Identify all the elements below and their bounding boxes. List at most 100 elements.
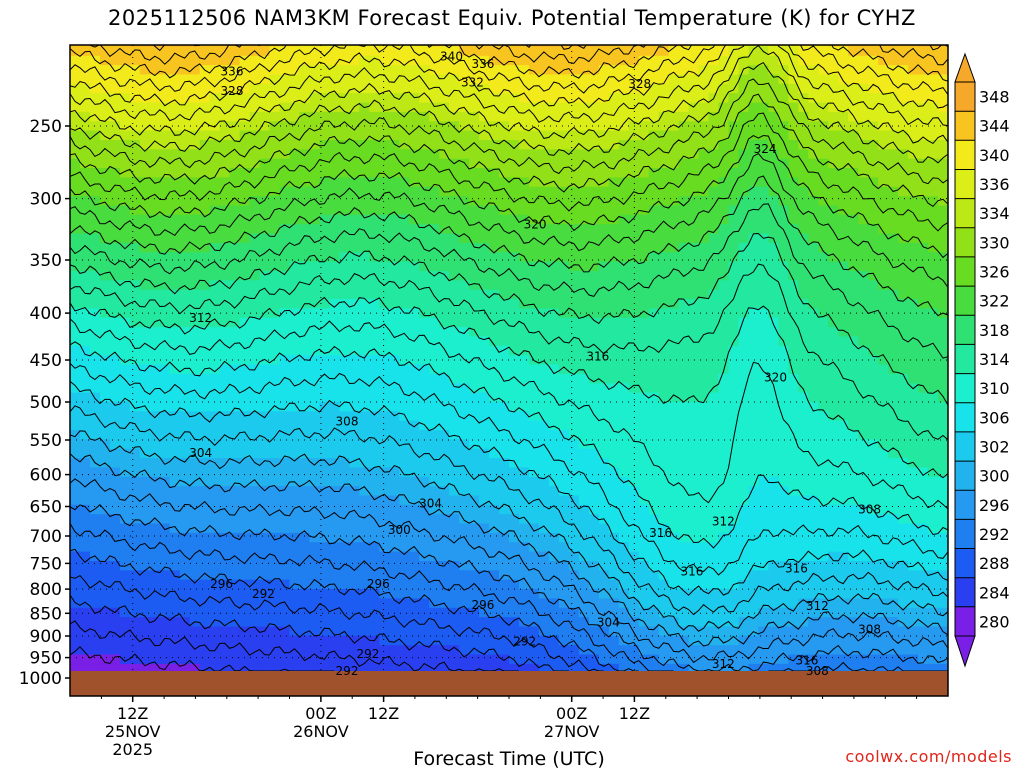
field-cell <box>698 551 710 561</box>
field-cell <box>379 653 390 664</box>
field-cell <box>429 588 440 599</box>
field-cell <box>119 532 131 543</box>
field-cell <box>209 373 221 384</box>
field-cell <box>499 438 510 449</box>
field-cell <box>758 494 769 505</box>
field-cell <box>259 597 271 608</box>
field-cell <box>509 139 520 150</box>
field-cell <box>339 130 350 140</box>
field-cell <box>289 616 301 627</box>
field-cell <box>628 270 640 281</box>
field-cell <box>648 204 660 215</box>
field-cell <box>499 494 510 505</box>
field-cell <box>119 270 131 281</box>
field-cell <box>399 653 410 664</box>
field-cell <box>489 242 500 253</box>
field-cell <box>628 251 640 262</box>
field-cell <box>469 111 480 122</box>
field-cell <box>70 494 81 505</box>
field-cell <box>359 569 370 580</box>
field-cell <box>249 261 261 271</box>
field-cell <box>199 457 211 468</box>
field-cell <box>678 382 690 393</box>
field-cell <box>748 438 760 449</box>
field-cell <box>628 204 640 215</box>
field-cell <box>309 522 321 533</box>
field-cell <box>129 195 141 206</box>
field-cell <box>728 616 740 627</box>
field-cell <box>139 485 151 496</box>
field-cell <box>239 345 251 356</box>
field-cell <box>708 101 720 112</box>
field-cell <box>538 541 550 552</box>
field-cell <box>329 92 340 103</box>
field-cell <box>728 195 740 206</box>
field-cell <box>538 597 550 608</box>
field-cell <box>259 569 271 580</box>
field-cell <box>419 167 430 178</box>
field-cell <box>269 653 281 664</box>
field-cell <box>529 541 540 552</box>
field-cell <box>369 195 380 206</box>
field-cell <box>90 569 101 580</box>
field-cell <box>339 438 350 449</box>
field-cell <box>548 270 560 281</box>
field-cell <box>259 466 271 477</box>
field-cell <box>529 251 540 262</box>
field-cell <box>159 195 171 206</box>
field-cell <box>149 83 161 94</box>
field-cell <box>568 186 580 197</box>
field-cell <box>179 64 191 75</box>
field-cell <box>588 45 600 56</box>
field-cell <box>239 204 251 215</box>
field-cell <box>479 429 490 440</box>
field-cell <box>199 317 211 328</box>
field-cell <box>269 45 281 56</box>
field-cell <box>529 653 540 664</box>
field-cell <box>169 279 181 290</box>
field-cell <box>70 476 81 487</box>
field-cell <box>638 401 650 412</box>
field-cell <box>129 307 141 318</box>
field-cell <box>429 223 440 234</box>
field-cell <box>728 429 740 440</box>
field-cell <box>419 111 430 122</box>
field-cell <box>519 242 530 253</box>
field-cell <box>369 363 380 374</box>
field-cell <box>189 317 201 328</box>
field-cell <box>439 420 450 430</box>
field-cell <box>668 382 680 393</box>
field-cell <box>628 335 640 346</box>
field-cell <box>429 345 440 356</box>
field-cell <box>618 625 630 636</box>
field-cell <box>279 560 291 571</box>
field-cell <box>239 653 251 664</box>
field-cell <box>628 317 640 328</box>
field-cell <box>229 607 241 618</box>
field-cell <box>738 214 750 225</box>
field-cell <box>658 214 670 225</box>
field-cell <box>618 298 630 309</box>
field-cell <box>309 270 321 281</box>
field-cell <box>129 476 141 487</box>
field-cell <box>728 354 740 365</box>
field-cell <box>70 186 81 197</box>
field-cell <box>558 420 570 430</box>
field-cell <box>439 139 450 150</box>
field-cell <box>109 420 121 430</box>
field-cell <box>269 579 281 589</box>
field-cell <box>419 373 430 384</box>
field-cell <box>409 317 420 328</box>
field-cell <box>708 551 720 561</box>
field-cell <box>409 307 420 318</box>
field-cell <box>309 363 321 374</box>
field-cell <box>399 476 410 487</box>
field-cell <box>509 438 520 449</box>
field-cell <box>568 579 580 589</box>
field-cell <box>219 270 231 281</box>
field-cell <box>588 391 600 402</box>
field-cell <box>359 317 370 328</box>
field-cell <box>429 307 440 318</box>
field-cell <box>678 204 690 215</box>
field-cell <box>618 401 630 412</box>
